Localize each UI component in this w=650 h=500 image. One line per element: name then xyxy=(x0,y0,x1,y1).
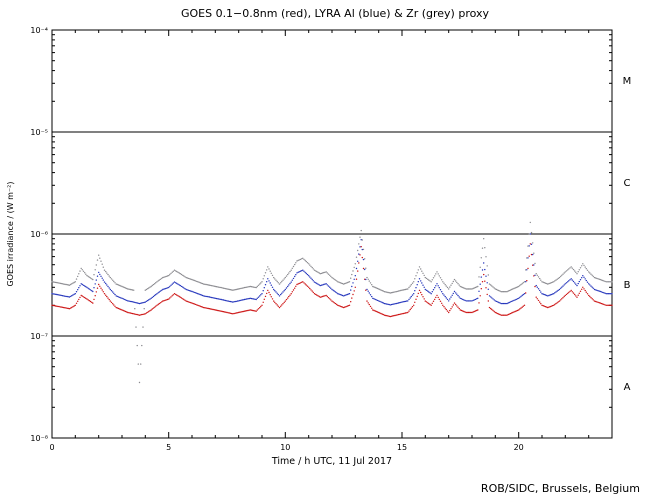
y-tick-label: 10⁻⁷ xyxy=(30,332,48,341)
data-series xyxy=(51,221,613,384)
chart-title: GOES 0.1−0.8nm (red), LYRA Al (blue) & Z… xyxy=(181,7,490,20)
credit-text: ROB/SIDC, Brussels, Belgium xyxy=(481,482,640,495)
flare-class-label: A xyxy=(624,382,631,393)
y-tick-label: 10⁻⁵ xyxy=(30,128,48,137)
y-tick-label: 10⁻⁴ xyxy=(30,26,48,35)
x-tick-label: 0 xyxy=(49,443,54,452)
x-axis-label: Time / h UTC, 11 Jul 2017 xyxy=(271,456,392,467)
x-tick-label: 10 xyxy=(280,443,290,452)
flare-class-label: M xyxy=(623,76,632,87)
x-tick-label: 15 xyxy=(397,443,407,452)
series-lyra-zr-proxy xyxy=(51,221,613,384)
series-lyra-al-proxy xyxy=(51,233,613,306)
flare-class-label: B xyxy=(624,280,631,291)
series-goes-0-1-0-8nm xyxy=(51,243,613,318)
y-axis-label: GOES irradiance / (W m⁻²) xyxy=(6,181,15,286)
flare-class-label: C xyxy=(624,178,631,189)
x-tick-label: 20 xyxy=(514,443,524,452)
x-tick-label: 5 xyxy=(166,443,171,452)
axes: 10⁻⁸ 10⁻⁷ 10⁻⁶ 10⁻⁵ 10⁻⁴ 0 5 10 15 20 A B C M xyxy=(30,26,631,452)
y-tick-label: 10⁻⁶ xyxy=(30,230,48,239)
y-tick-label: 10⁻⁸ xyxy=(30,434,48,443)
